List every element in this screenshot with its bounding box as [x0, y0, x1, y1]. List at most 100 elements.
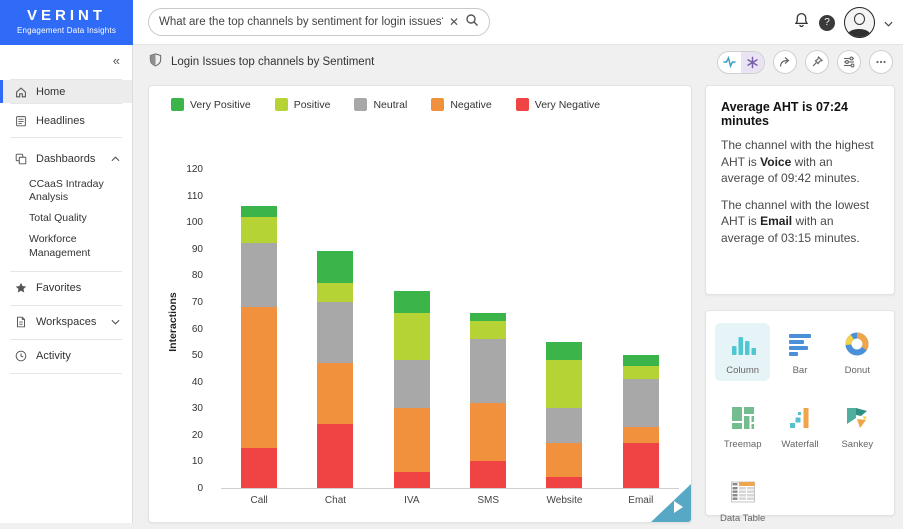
chart-type-waterfall[interactable]: Waterfall: [772, 397, 827, 455]
collapse-sidebar-icon[interactable]: «: [112, 53, 120, 68]
sidebar-item-label: Activity: [36, 350, 71, 363]
sidebar-item-workspaces[interactable]: Workspaces: [0, 311, 132, 334]
legend-item[interactable]: Neutral: [354, 98, 407, 111]
y-tick-label: 120: [186, 164, 203, 175]
divider: [10, 137, 122, 138]
notifications-bell-icon[interactable]: [793, 11, 810, 34]
brand-logo[interactable]: VERINT Engagement Data Insights: [0, 0, 133, 45]
bar-segment-negative[interactable]: [622, 426, 659, 443]
sidebar-header: «: [0, 45, 132, 79]
bar-segment-positive[interactable]: [241, 216, 278, 244]
brand-subtitle: Engagement Data Insights: [16, 26, 117, 35]
bar-segment-negative[interactable]: [470, 402, 507, 462]
bar-segment-very-positive[interactable]: [241, 206, 278, 217]
bar-segment-positive[interactable]: [317, 283, 354, 302]
bar-segment-positive[interactable]: [546, 360, 583, 409]
bar-segment-neutral[interactable]: [622, 379, 659, 427]
avatar-head: [853, 13, 865, 25]
chart-widget: Very Positive Positive Neutral Negative Very…: [148, 85, 692, 523]
bar-segment-positive[interactable]: [393, 312, 430, 361]
stacked-bar: [393, 291, 430, 488]
bar-segment-very-negative[interactable]: [546, 477, 583, 488]
chart-legend: Very Positive Positive Neutral Negative Very…: [171, 98, 600, 111]
legend-item[interactable]: Very Negative: [515, 98, 600, 111]
chart-type-bar[interactable]: Bar: [772, 323, 827, 381]
stacked-bar: [470, 312, 507, 488]
sidebar-item-favorites[interactable]: Favorites: [0, 277, 132, 300]
y-tick-label: 40: [191, 376, 203, 388]
search-input[interactable]: [159, 16, 443, 28]
sidebar-subitem-workforce-management[interactable]: Workforce Management: [29, 233, 91, 259]
legend-label: Negative: [450, 98, 492, 111]
user-avatar[interactable]: [844, 7, 875, 38]
legend-item[interactable]: Negative: [431, 98, 492, 111]
star-icon: [13, 281, 28, 296]
bar-segment-very-negative[interactable]: [317, 424, 354, 488]
y-tick-label: 50: [191, 350, 203, 362]
search-icon[interactable]: [465, 13, 479, 32]
sidebar-item-activity[interactable]: Activity: [0, 345, 132, 368]
chart-type-sankey[interactable]: Sankey: [830, 397, 885, 455]
bar-segment-very-positive[interactable]: [546, 341, 583, 361]
bar-segment-very-positive[interactable]: [393, 291, 430, 313]
bar-segment-positive[interactable]: [622, 365, 659, 380]
chevron-up-icon[interactable]: [111, 153, 120, 165]
sidebar-subitem-ccaas-intraday-analysis[interactable]: CCaaS Intraday Analysis: [29, 178, 104, 204]
bar-segment-neutral[interactable]: [546, 408, 583, 443]
ai-sparkle-icon[interactable]: [741, 51, 764, 73]
x-axis-labels: Call Chat IVA SMS Website Email: [221, 495, 679, 506]
bar-segment-very-negative[interactable]: [393, 472, 430, 488]
chart-type-column[interactable]: Column: [715, 323, 771, 381]
legend-label: Neutral: [373, 98, 408, 111]
bar-segment-neutral[interactable]: [393, 360, 430, 409]
sidebar-item-label: Dashbaords: [36, 152, 96, 165]
search-bar[interactable]: ✕: [148, 8, 490, 36]
x-axis-category-label: Email: [628, 495, 654, 506]
workspace-document-icon: [13, 315, 28, 330]
chart-type-donut[interactable]: Donut: [830, 323, 885, 381]
chart-type-picker: Column Bar Donut Treemap: [705, 310, 895, 524]
sidebar-item-dashboards[interactable]: Dashbaords: [0, 147, 132, 170]
bar-segment-neutral[interactable]: [470, 339, 507, 403]
bar-segment-negative[interactable]: [317, 363, 354, 425]
bar-segment-neutral[interactable]: [317, 301, 354, 364]
view-mode-toggle: [717, 50, 765, 74]
bar-segment-negative[interactable]: [393, 408, 430, 473]
pin-button[interactable]: [805, 50, 829, 74]
sidebar-nav: « Home Headlines Dashbaords: [0, 45, 133, 523]
more-options-button[interactable]: [869, 50, 893, 74]
chart-type-treemap[interactable]: Treemap: [715, 397, 770, 455]
bar-segment-very-positive[interactable]: [317, 251, 354, 284]
stacked-bar: [241, 206, 278, 488]
avatar-shoulders: [847, 29, 871, 37]
bar-segment-negative[interactable]: [241, 307, 278, 449]
share-button[interactable]: [773, 50, 797, 74]
bar-segment-very-negative[interactable]: [622, 442, 659, 488]
sidebar-item-home[interactable]: Home: [0, 80, 132, 103]
pulse-view-icon[interactable]: [718, 52, 741, 73]
data-table-icon: [717, 478, 768, 506]
legend-item[interactable]: Very Positive: [171, 98, 251, 111]
sidebar-item-headlines[interactable]: Headlines: [0, 109, 132, 132]
filter-sliders-button[interactable]: [837, 50, 861, 74]
chart-type-data-table[interactable]: Data Table: [715, 471, 770, 529]
legend-label: Positive: [293, 98, 331, 111]
account-chevron-down-icon[interactable]: [884, 14, 893, 32]
bar-segment-negative[interactable]: [546, 442, 583, 478]
brand-name: VERINT: [26, 7, 106, 24]
bar-segment-neutral[interactable]: [241, 243, 278, 308]
bar-segment-very-negative[interactable]: [470, 461, 507, 488]
bar-segment-very-positive[interactable]: [622, 355, 659, 366]
sidebar-subitem-total-quality[interactable]: Total Quality: [29, 212, 87, 225]
help-icon[interactable]: ?: [819, 14, 835, 31]
bar-segment-positive[interactable]: [470, 320, 507, 340]
bar-segment-very-positive[interactable]: [470, 312, 507, 321]
sidebar-item-label: Favorites: [36, 282, 82, 295]
clear-search-icon[interactable]: ✕: [448, 15, 459, 29]
bar-segment-very-negative[interactable]: [241, 448, 278, 488]
stacked-bar: [546, 341, 583, 488]
chevron-down-icon[interactable]: [111, 316, 120, 328]
donut-chart-icon: [832, 330, 883, 358]
legend-item[interactable]: Positive: [274, 98, 331, 111]
